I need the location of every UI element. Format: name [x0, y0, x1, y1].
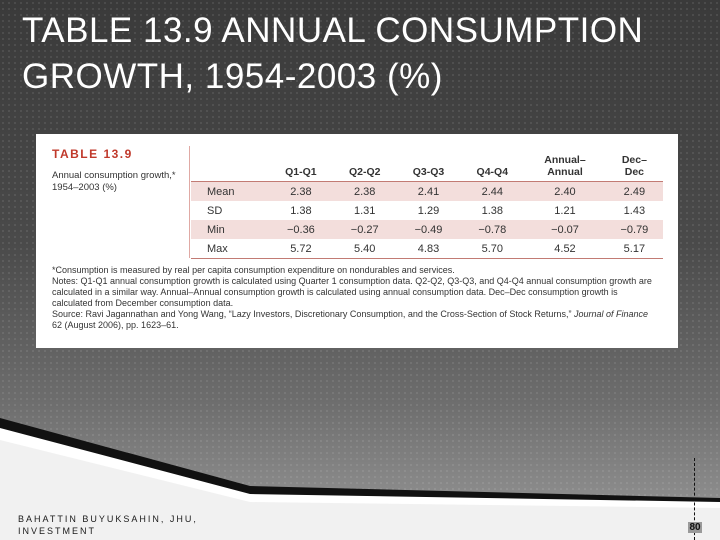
notes-text: Notes: Q1-Q1 annual consumption growth i…	[52, 276, 652, 308]
row-label: Max	[191, 239, 269, 259]
page-number: 80	[688, 522, 702, 533]
page-rule	[694, 458, 695, 540]
table-cell: 1.38	[481, 204, 503, 217]
caption-divider	[189, 146, 190, 258]
footnote: *Consumption is measured by real per cap…	[52, 265, 455, 275]
table-cell: 1.43	[623, 204, 646, 217]
header-q4: Q4-Q4	[460, 148, 525, 182]
table-caption: Annual consumption growth,* 1954–2003 (%…	[52, 170, 176, 193]
table-cell: 1.31	[353, 204, 376, 217]
table-cell: 2.49	[605, 181, 663, 201]
swoosh-white-band	[0, 428, 720, 540]
table-cell: 2.41	[396, 181, 461, 201]
table-cell: 1.29	[417, 204, 440, 217]
table-cell: −0.27	[332, 220, 397, 239]
table-cell: −0.79	[605, 220, 663, 239]
table-row-max: Max 5.72 5.40 4.83 5.70 4.52 5.17	[191, 239, 663, 259]
header-q2: Q2-Q2	[332, 148, 397, 182]
table-notes: *Consumption is measured by real per cap…	[52, 265, 652, 331]
table-cell: −0.78	[460, 220, 525, 239]
table-cell: 2.40	[524, 181, 606, 201]
table-cell: 2.38	[269, 181, 333, 201]
row-label: Min	[191, 220, 269, 239]
table-cell: 5.70	[460, 239, 525, 259]
table-cell: 4.83	[396, 239, 461, 259]
table-cell: −0.36	[269, 220, 333, 239]
table-cell: −0.49	[396, 220, 461, 239]
table-label: TABLE 13.9	[52, 147, 133, 161]
table-row-mean: Mean 2.38 2.38 2.41 2.44 2.40 2.49	[191, 181, 663, 201]
table-cell: 1.21	[554, 204, 576, 217]
table-row-min: Min −0.36 −0.27 −0.49 −0.78 −0.07 −0.79	[191, 220, 663, 239]
author-credit: BAHATTIN BUYUKSAHIN, JHU, INVESTMENT	[18, 513, 198, 537]
table-cell: 4.52	[524, 239, 606, 259]
slide-title: TABLE 13.9 ANNUAL CONSUMPTION GROWTH, 19…	[22, 8, 712, 100]
row-label: SD	[207, 204, 223, 217]
credit-line2: INVESTMENT	[18, 526, 97, 536]
header-q1: Q1-Q1	[269, 148, 333, 182]
consumption-growth-table: Q1-Q1 Q2-Q2 Q3-Q3 Q4-Q4 Annual– Annual De…	[191, 148, 663, 259]
decorative-swoosh	[0, 418, 720, 540]
table-cell: 5.40	[332, 239, 397, 259]
table-row-sd: SD 1.38 1.31 1.29 1.38 1.21 1.43	[191, 201, 663, 220]
source-text: Source: Ravi Jagannathan and Yong Wang, …	[52, 309, 649, 330]
header-dec: Dec– Dec	[605, 148, 663, 182]
row-label: Mean	[191, 181, 269, 201]
table-cell: 5.17	[605, 239, 663, 259]
table-cell: −0.07	[524, 220, 606, 239]
header-q3: Q3-Q3	[396, 148, 461, 182]
table-cell: 5.72	[269, 239, 333, 259]
slide-title-line2: GROWTH, 1954-2003 (%)	[22, 57, 443, 96]
table-figure: TABLE 13.9 Annual consumption growth,* 1…	[36, 134, 678, 348]
header-annual: Annual– Annual	[524, 148, 606, 182]
table-header-row: Q1-Q1 Q2-Q2 Q3-Q3 Q4-Q4 Annual– Annual De…	[191, 148, 663, 182]
credit-line1: BAHATTIN BUYUKSAHIN, JHU,	[18, 514, 198, 524]
table-cell: 2.44	[460, 181, 525, 201]
table-cell: 1.38	[290, 204, 312, 217]
table-cell: 2.38	[332, 181, 397, 201]
header-blank	[191, 148, 269, 182]
swoosh-gray-band	[0, 440, 720, 540]
slide-title-line1: TABLE 13.9 ANNUAL CONSUMPTION	[22, 11, 644, 50]
